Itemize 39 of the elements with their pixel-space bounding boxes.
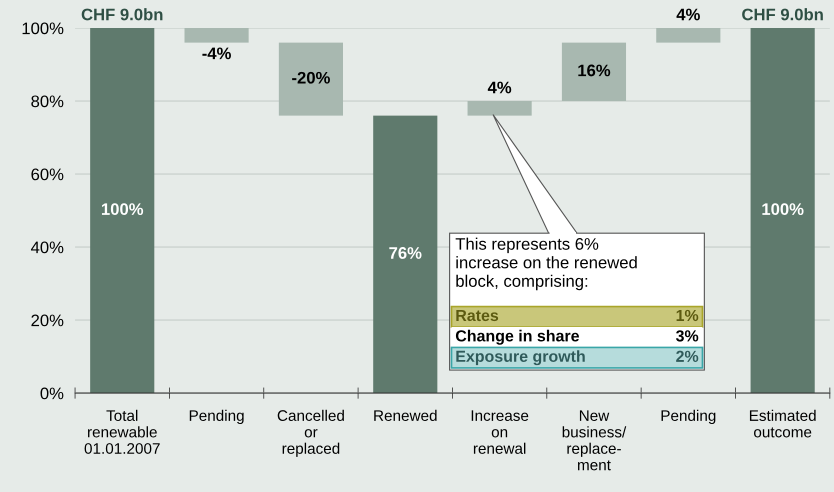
x-tick-label: Total renewable 01.01.2007 [84, 410, 160, 454]
bar [468, 101, 532, 116]
y-tick-label: 100% [22, 22, 64, 34]
bar [562, 42, 626, 102]
data-label: 100% [102, 203, 144, 216]
y-tick-label: 20% [31, 314, 64, 326]
annotation: 1% [676, 310, 698, 322]
y-tick-label: 60% [31, 168, 64, 180]
x-tick-label: Pending [662, 410, 716, 424]
bar [656, 28, 720, 43]
x-tick-label: Pending [190, 410, 244, 424]
annotation: Rates [456, 310, 498, 322]
annotation: This represents 6% increase on the renewed block, comprising: [456, 238, 637, 290]
data-label: 100% [762, 203, 804, 216]
data-label: 4% [488, 82, 512, 94]
x-tick-label: Cancelled or replaced [278, 410, 344, 457]
y-tick-label: 80% [31, 95, 64, 108]
annotation: Change in share [456, 330, 579, 345]
y-tick-label: 0% [40, 388, 64, 400]
x-tick-label: New business/ replace- ment [562, 410, 626, 470]
annotation: CHF 9.0bn [82, 8, 162, 20]
x-tick-label: Estimated outcome [750, 410, 816, 438]
bar [184, 28, 249, 43]
annotation: 3% [676, 330, 698, 342]
annotation: Exposure growth [456, 350, 585, 366]
data-label: 76% [389, 247, 422, 259]
bar [750, 28, 815, 394]
data-label: 4% [676, 8, 700, 20]
bar [90, 28, 154, 394]
y-tick-label: 40% [30, 241, 64, 254]
data-label: -20% [292, 72, 330, 84]
bar [373, 116, 438, 394]
bar [278, 42, 344, 116]
data-label: 16% [578, 64, 610, 76]
annotation: CHF 9.0bn [742, 8, 823, 20]
x-tick-label: Renewed [374, 410, 437, 421]
annotation: 2% [676, 350, 698, 362]
data-label: -4% [202, 48, 231, 60]
x-tick-label: Increase on renewal [472, 410, 528, 454]
